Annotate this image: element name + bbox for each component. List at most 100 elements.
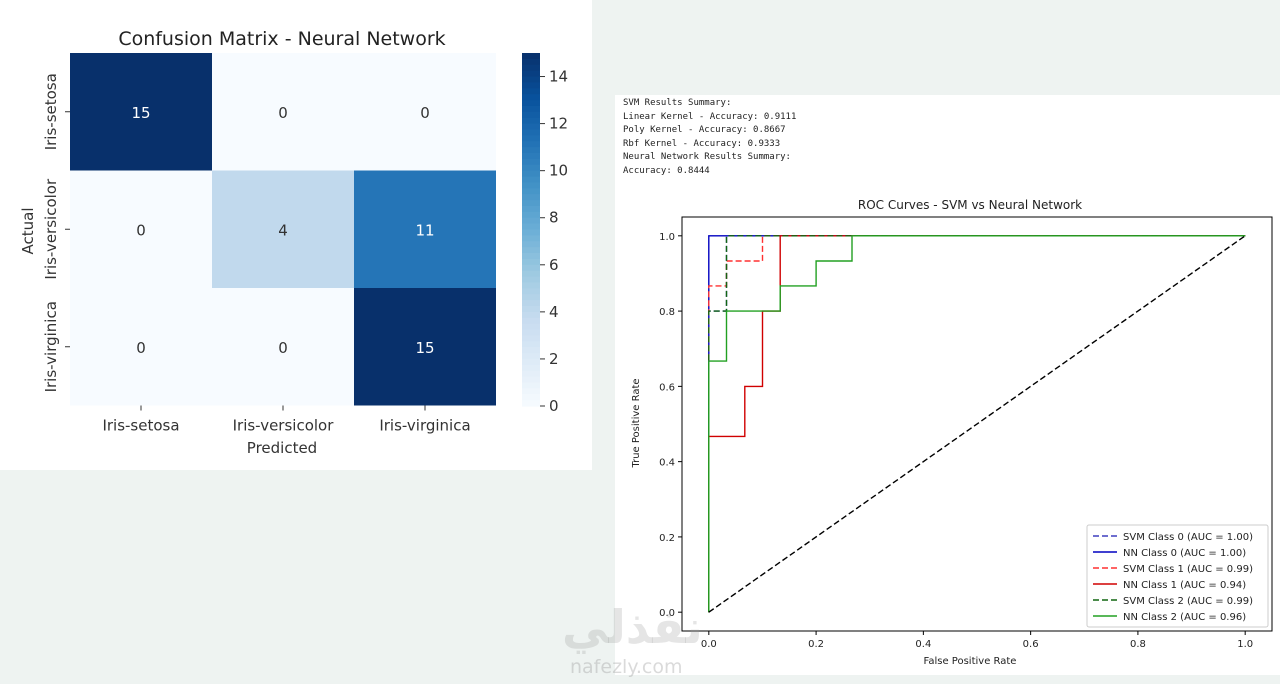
colorbar-segment <box>522 241 540 248</box>
colorbar-segment <box>522 164 540 172</box>
colorbar-segment <box>522 323 540 331</box>
colorbar-segment <box>522 176 540 184</box>
legend: SVM Class 0 (AUC = 1.00) NN Class 0 (AUC … <box>1086 524 1269 628</box>
colorbar-segment <box>522 394 540 401</box>
heatmap-cell <box>70 288 212 406</box>
y-tick-label: Iris-versicolor <box>42 178 60 280</box>
colorbar-segment <box>522 111 540 119</box>
colorbar-segment <box>522 70 540 78</box>
colorbar-segment <box>522 282 540 289</box>
colorbar-segment <box>522 135 540 142</box>
colorbar-segment <box>522 64 540 72</box>
heatmap-cell-value: 0 <box>420 104 430 122</box>
heatmap-cell-value: 4 <box>278 221 288 239</box>
legend-label: SVM Class 0 (AUC = 1.00) <box>1123 532 1253 543</box>
colorbar-segment <box>522 88 540 95</box>
roc-series-line <box>708 235 1246 613</box>
heatmap-cell-value: 15 <box>415 339 434 357</box>
colorbar-segment <box>522 311 540 319</box>
y-tick-label: 0.8 <box>659 307 675 318</box>
colorbar-segment <box>522 141 540 148</box>
colorbar-segment <box>522 188 540 195</box>
plot-frame <box>681 216 1273 632</box>
colorbar-segment <box>522 253 540 260</box>
y-tick-label: 0.6 <box>659 382 675 393</box>
colorbar-segment <box>522 123 540 131</box>
colorbar-segment <box>522 247 540 254</box>
legend-label: NN Class 0 (AUC = 1.00) <box>1123 548 1246 559</box>
x-tick-label: 0.2 <box>808 639 824 650</box>
x-tick-label: 0.6 <box>1023 639 1039 650</box>
heatmap-cell <box>354 288 496 406</box>
heatmap-cell-value: 15 <box>131 104 150 122</box>
colorbar-segment <box>522 53 540 60</box>
confusion-matrix-xlabel: Predicted <box>247 439 317 457</box>
y-tick-label: Iris-setosa <box>42 73 60 150</box>
legend-box <box>1086 524 1269 628</box>
roc-series-line <box>708 235 1246 613</box>
colorbar-segment <box>522 400 540 407</box>
summary-line: Rbf Kernel - Accuracy: 0.9333 <box>623 138 781 149</box>
colorbar-segment <box>522 217 540 225</box>
heatmap-cell-value: 0 <box>136 339 146 357</box>
colorbar-segment <box>522 229 540 236</box>
colorbar-segment <box>522 100 540 107</box>
x-tick-label: Iris-virginica <box>379 417 470 435</box>
colorbar-segment <box>522 364 540 372</box>
legend-label: NN Class 2 (AUC = 0.96) <box>1123 612 1246 623</box>
watermark: نفذلي nafezly.com <box>562 600 722 684</box>
colorbar-tick-label: 4 <box>549 303 559 321</box>
summary-line: Accuracy: 0.8444 <box>623 165 710 176</box>
colorbar-tick-label: 2 <box>549 350 559 368</box>
summary-line: Poly Kernel - Accuracy: 0.8667 <box>623 125 786 135</box>
roc-panel: ROC Curves - SVM vs Neural Network False… <box>615 95 1280 675</box>
roc-ylabel: True Positive Rate <box>631 378 642 468</box>
colorbar-segment <box>522 223 540 231</box>
colorbar-segment <box>522 170 540 178</box>
heatmap-cell <box>212 288 354 406</box>
heatmap-cell-value: 0 <box>278 339 288 357</box>
colorbar-segment <box>522 82 540 89</box>
confusion-matrix-title: Confusion Matrix - Neural Network <box>118 28 445 50</box>
colorbar-segment <box>522 205 540 213</box>
colorbar-segment <box>522 129 540 136</box>
colorbar-tick-label: 12 <box>549 115 568 133</box>
confusion-matrix-ylabel: Actual <box>19 208 37 255</box>
colorbar-segment <box>522 288 540 295</box>
y-tick-label: Iris-virginica <box>42 301 60 392</box>
colorbar-tick-label: 10 <box>549 162 568 180</box>
x-tick-label: 0.0 <box>701 639 717 650</box>
colorbar-segment <box>522 105 540 113</box>
x-tick-label: 0.8 <box>1130 639 1146 650</box>
heatmap-cell <box>354 53 496 171</box>
summary-line: Neural Network Results Summary: <box>623 152 791 162</box>
colorbar-segment <box>522 117 540 125</box>
colorbar-segment <box>522 276 540 284</box>
colorbar-segment <box>522 353 540 360</box>
summary-line: SVM Results Summary: <box>623 98 732 108</box>
colorbar-segment <box>522 194 540 201</box>
colorbar-tick-label: 6 <box>549 256 559 274</box>
confusion-matrix-chart: Confusion Matrix - Neural Network Predic… <box>19 28 568 457</box>
colorbar-segment <box>522 370 540 378</box>
colorbar-segment <box>522 147 540 154</box>
colorbar-segment <box>522 294 540 301</box>
heatmap-cell-value: 0 <box>278 104 288 122</box>
confusion-matrix-panel: Confusion Matrix - Neural Network Predic… <box>0 0 592 470</box>
y-tick-label: 0.4 <box>659 458 675 469</box>
colorbar-segment <box>522 153 540 160</box>
x-tick-label: 0.4 <box>915 639 931 650</box>
diagonal-reference-line <box>708 235 1246 613</box>
x-tick-label: Iris-setosa <box>102 417 179 435</box>
x-tick-label: Iris-versicolor <box>233 417 335 435</box>
colorbar-segment <box>522 76 540 84</box>
colorbar-segment <box>522 347 540 354</box>
colorbar-tick-label: 0 <box>549 397 559 415</box>
roc-chart: ROC Curves - SVM vs Neural Network False… <box>631 198 1273 667</box>
y-tick-label: 0.0 <box>659 608 675 619</box>
legend-label: SVM Class 2 (AUC = 0.99) <box>1123 596 1253 607</box>
colorbar-segment <box>522 200 540 207</box>
heatmap-cell <box>354 170 496 288</box>
legend-label: NN Class 1 (AUC = 0.94) <box>1123 580 1246 591</box>
roc-xlabel: False Positive Rate <box>924 656 1017 667</box>
